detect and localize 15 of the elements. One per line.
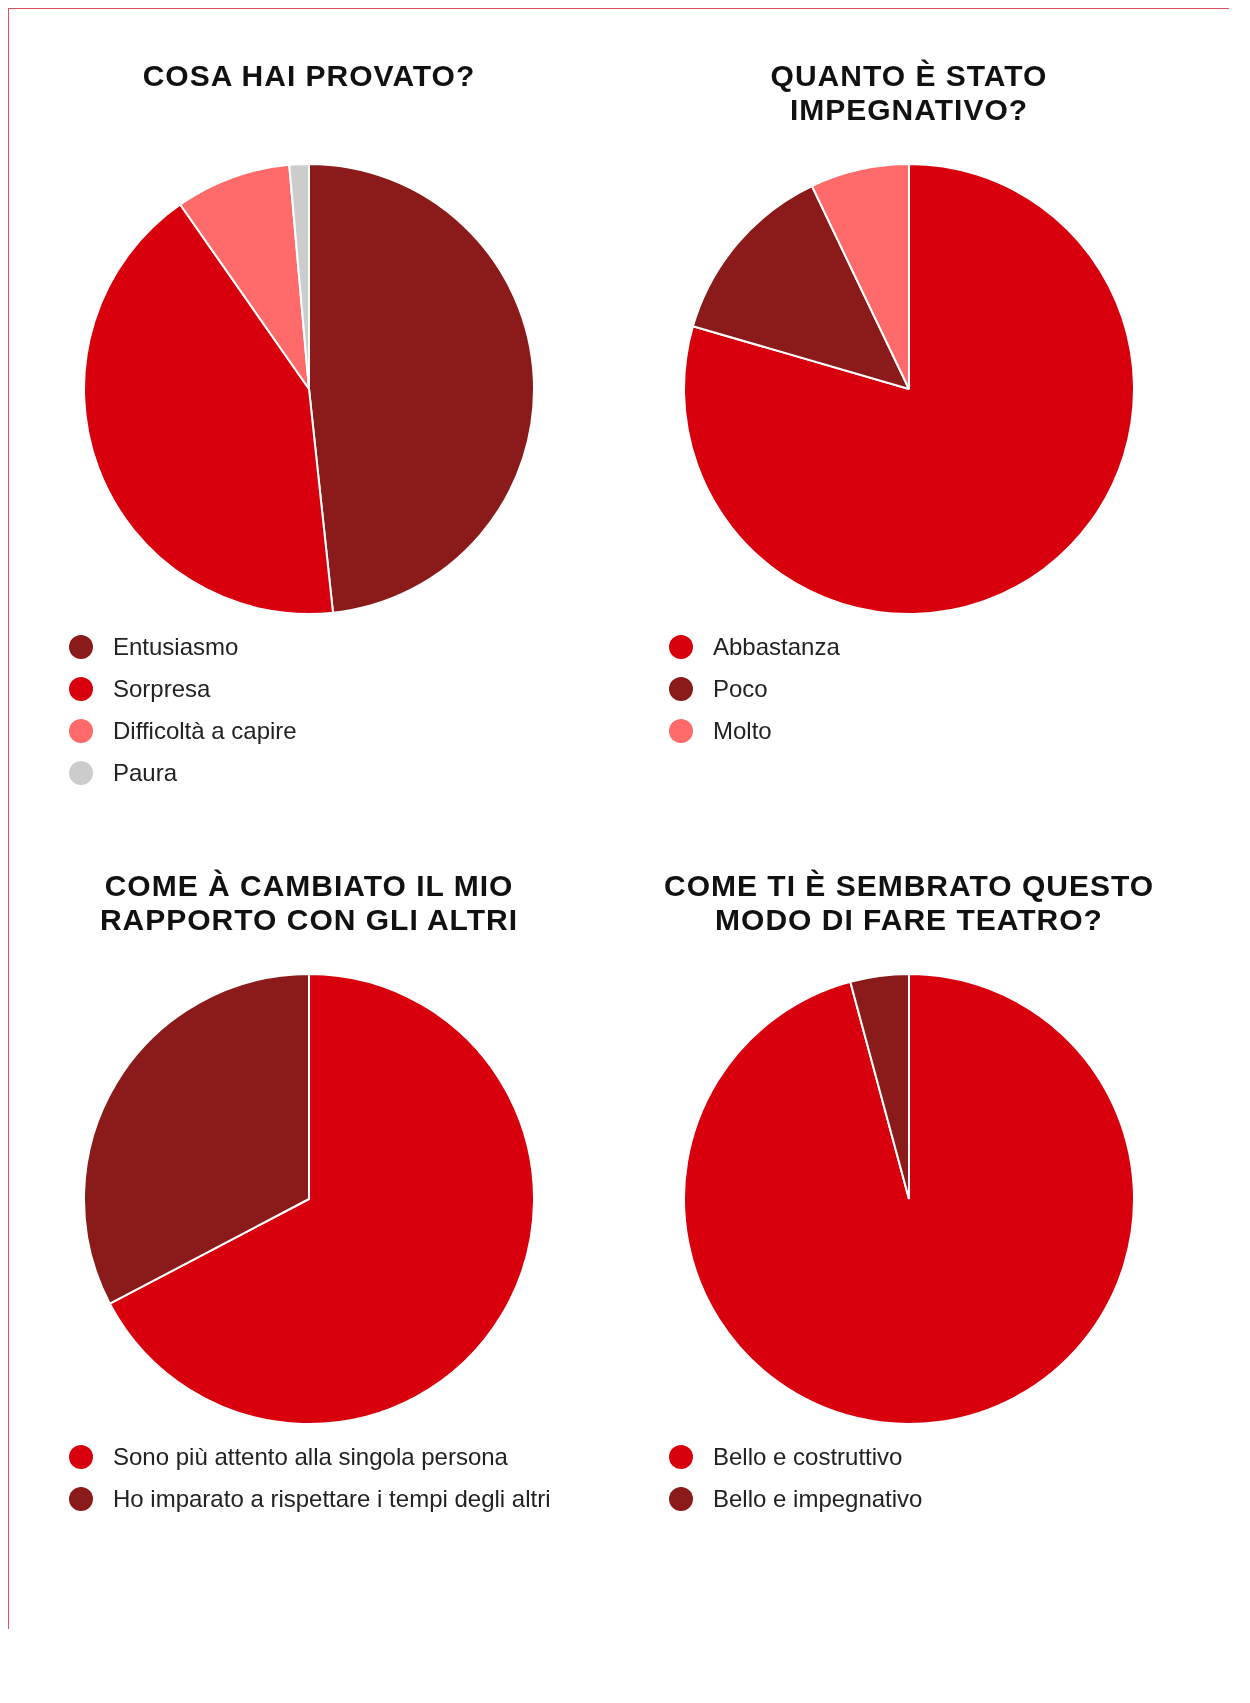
chart-title: COME À CAMBIATO IL MIO RAPPORTO CON GLI ALTRI xyxy=(98,869,520,937)
legend-label: Entusiasmo xyxy=(113,633,239,661)
legend-label: Bello e impegnativo xyxy=(713,1485,923,1513)
legend-label: Poco xyxy=(713,675,768,703)
legend-label: Ho imparato a rispettare i tempi degli altri xyxy=(113,1485,551,1513)
legend-label: Molto xyxy=(713,717,772,745)
chart-title: COME TI È SEMBRATO QUESTO MODO DI FARE TEATRO? xyxy=(662,869,1155,937)
legend-label: Bello e costruttivo xyxy=(713,1443,903,1471)
chart-title: QUANTO È STATO IMPEGNATIVO? xyxy=(769,59,1049,127)
legend-label: Difficoltà a capire xyxy=(113,717,297,745)
legend-label: Sono più attento alla singola persona xyxy=(113,1443,508,1471)
legend-label: Abbastanza xyxy=(713,633,840,661)
legend-label: Sorpresa xyxy=(113,675,211,703)
chart-title: COSA HAI PROVATO? xyxy=(141,59,477,93)
legend-label: Paura xyxy=(113,759,178,787)
